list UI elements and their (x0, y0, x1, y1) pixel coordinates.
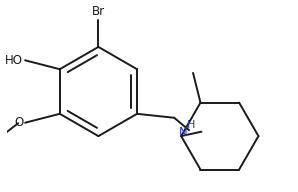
Text: Br: Br (92, 5, 105, 18)
Text: N: N (179, 126, 188, 139)
Text: HO: HO (5, 54, 23, 67)
Text: O: O (14, 116, 23, 129)
Text: H: H (187, 120, 196, 130)
